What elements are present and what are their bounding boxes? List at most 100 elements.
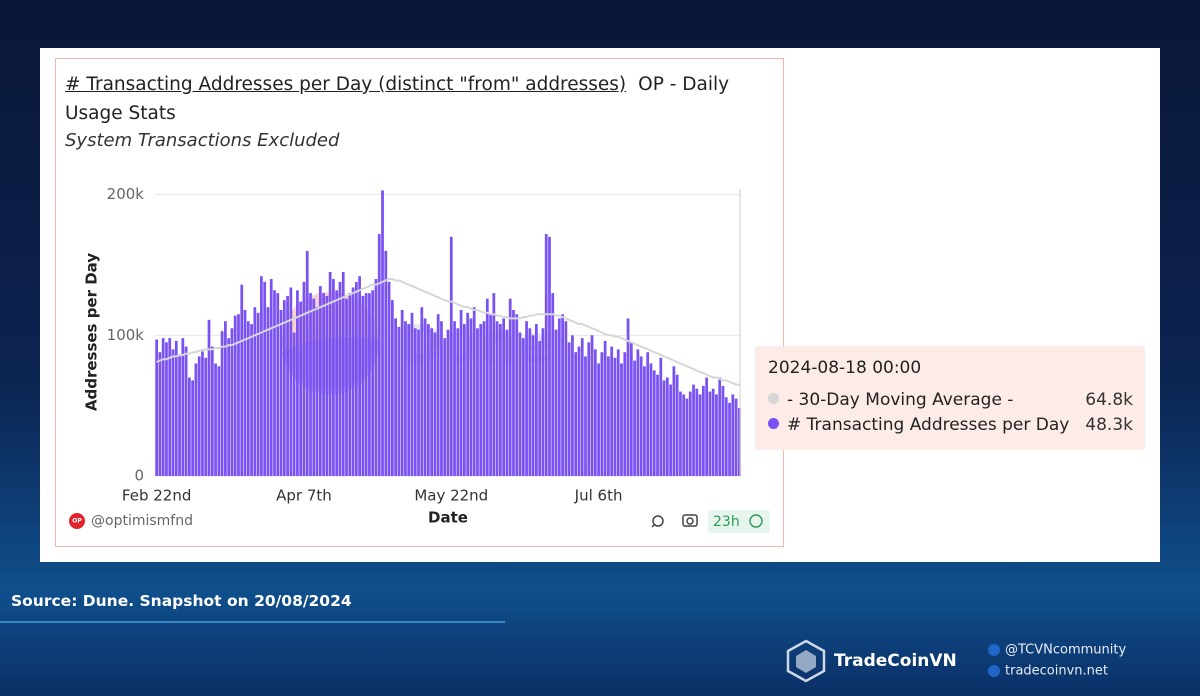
bar	[430, 328, 434, 476]
bar	[734, 398, 738, 476]
camera-icon[interactable]	[682, 514, 698, 527]
bar	[407, 324, 411, 476]
bar	[233, 315, 237, 476]
bar	[721, 385, 725, 476]
tooltip-row: - 30-Day Moving Average - 64.8k	[768, 390, 1133, 410]
bar	[656, 374, 659, 476]
bar	[544, 234, 548, 476]
bar	[214, 363, 217, 476]
bar	[181, 338, 185, 476]
bar	[436, 314, 440, 476]
bar	[322, 293, 325, 476]
bar	[502, 318, 506, 476]
bar	[404, 321, 407, 476]
bar	[174, 340, 178, 476]
bar	[597, 363, 600, 476]
author-icon	[69, 513, 85, 529]
bar	[737, 408, 741, 476]
bar	[368, 293, 371, 476]
bar	[315, 307, 319, 476]
bar	[364, 293, 368, 476]
bar	[561, 314, 564, 476]
share-icon[interactable]	[651, 515, 664, 528]
bar	[282, 300, 286, 476]
bar	[672, 366, 676, 476]
bar	[675, 374, 679, 476]
bar	[603, 340, 607, 476]
tooltip-series: # Transacting Addresses per Day	[787, 415, 1070, 435]
chart-title[interactable]: # Transacting Addresses per Day (distinc…	[65, 74, 627, 95]
bar	[433, 332, 437, 476]
dashboard-name[interactable]: OP - Daily Usage Stats	[65, 74, 730, 124]
bar	[237, 314, 240, 476]
bar	[633, 360, 636, 476]
bar	[456, 328, 460, 476]
bar	[292, 332, 296, 476]
bar	[541, 328, 545, 476]
bar	[518, 332, 522, 476]
bar	[554, 329, 558, 476]
bar	[187, 377, 191, 476]
bar	[629, 342, 633, 476]
bar	[665, 377, 669, 476]
bar	[538, 340, 542, 476]
bar	[446, 329, 450, 476]
bar	[158, 352, 162, 476]
bar	[246, 321, 250, 476]
bar	[662, 380, 666, 476]
bar	[688, 391, 692, 476]
bar	[325, 295, 329, 476]
bar	[505, 329, 509, 476]
bar	[220, 331, 224, 476]
bar	[459, 309, 463, 476]
bar	[685, 398, 689, 476]
author[interactable]: @optimismfnd	[91, 513, 193, 529]
bar	[332, 279, 335, 476]
bar	[466, 312, 470, 476]
tooltip-value: 64.8k	[1085, 390, 1133, 410]
bar	[485, 298, 489, 476]
bar	[652, 370, 656, 476]
bar	[256, 312, 260, 476]
x-tick-label: Jul 6th	[574, 487, 623, 505]
bar	[607, 356, 610, 476]
bar	[528, 328, 532, 476]
bar	[204, 357, 208, 476]
bar	[708, 391, 712, 476]
bar	[567, 342, 571, 476]
bar	[557, 318, 561, 476]
brand-social[interactable]: @TCVNcommunity	[1005, 643, 1126, 658]
bar	[305, 250, 309, 476]
bar	[345, 298, 348, 476]
bar	[476, 328, 479, 476]
bar	[184, 346, 188, 476]
chart-header: # Transacting Addresses per Day (distinc…	[65, 70, 755, 128]
bar	[469, 318, 473, 476]
bar	[718, 377, 722, 476]
tooltip-series: - 30-Day Moving Average -	[787, 390, 1014, 410]
bar	[564, 321, 568, 476]
bar	[440, 321, 443, 476]
brand-site[interactable]: tradecoinvn.net	[1005, 664, 1108, 679]
chart-panel	[55, 58, 784, 547]
bar	[512, 309, 515, 476]
bar	[381, 190, 384, 476]
bar	[299, 301, 303, 476]
x-tick-label: May 22nd	[414, 487, 488, 505]
bar	[453, 321, 456, 476]
bar	[620, 363, 623, 476]
bar	[296, 290, 299, 476]
x-axis-label: Date	[428, 509, 468, 527]
bar	[423, 318, 427, 476]
bar	[253, 307, 257, 476]
bar	[328, 272, 332, 476]
bar	[449, 236, 453, 476]
bar	[377, 234, 381, 476]
y-axis-label: Addresses per Day	[83, 253, 101, 411]
bar	[397, 326, 401, 476]
bar	[266, 307, 270, 476]
globe-icon	[988, 665, 1000, 677]
bar	[240, 284, 244, 476]
